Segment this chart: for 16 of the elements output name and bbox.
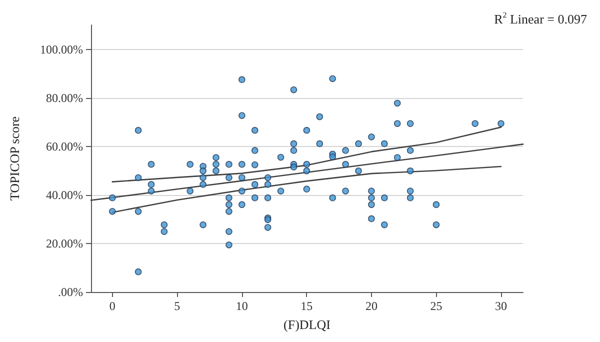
- y-tick-label: .00%: [58, 285, 83, 299]
- x-axis-title: (F)DLQI: [284, 317, 330, 332]
- y-tick-label: 20.00%: [46, 236, 83, 250]
- x-tick-label: 25: [430, 299, 442, 313]
- y-tick-label: 100.00%: [40, 42, 83, 56]
- x-tick-label: 30: [494, 299, 507, 313]
- line-series: [90, 144, 524, 201]
- y-tick-label: 40.00%: [46, 188, 83, 202]
- y-tick-label: 60.00%: [46, 139, 83, 154]
- x-tick-label: 20: [365, 299, 378, 313]
- x-tick-label: 10: [236, 299, 248, 313]
- y-axis-title: TOPICOP score: [7, 116, 22, 201]
- x-tick-label: 15: [300, 299, 313, 313]
- x-tick-label: 5: [174, 299, 180, 313]
- x-tick-label: 0: [109, 299, 116, 313]
- y-tick-label: 80.00%: [46, 90, 83, 105]
